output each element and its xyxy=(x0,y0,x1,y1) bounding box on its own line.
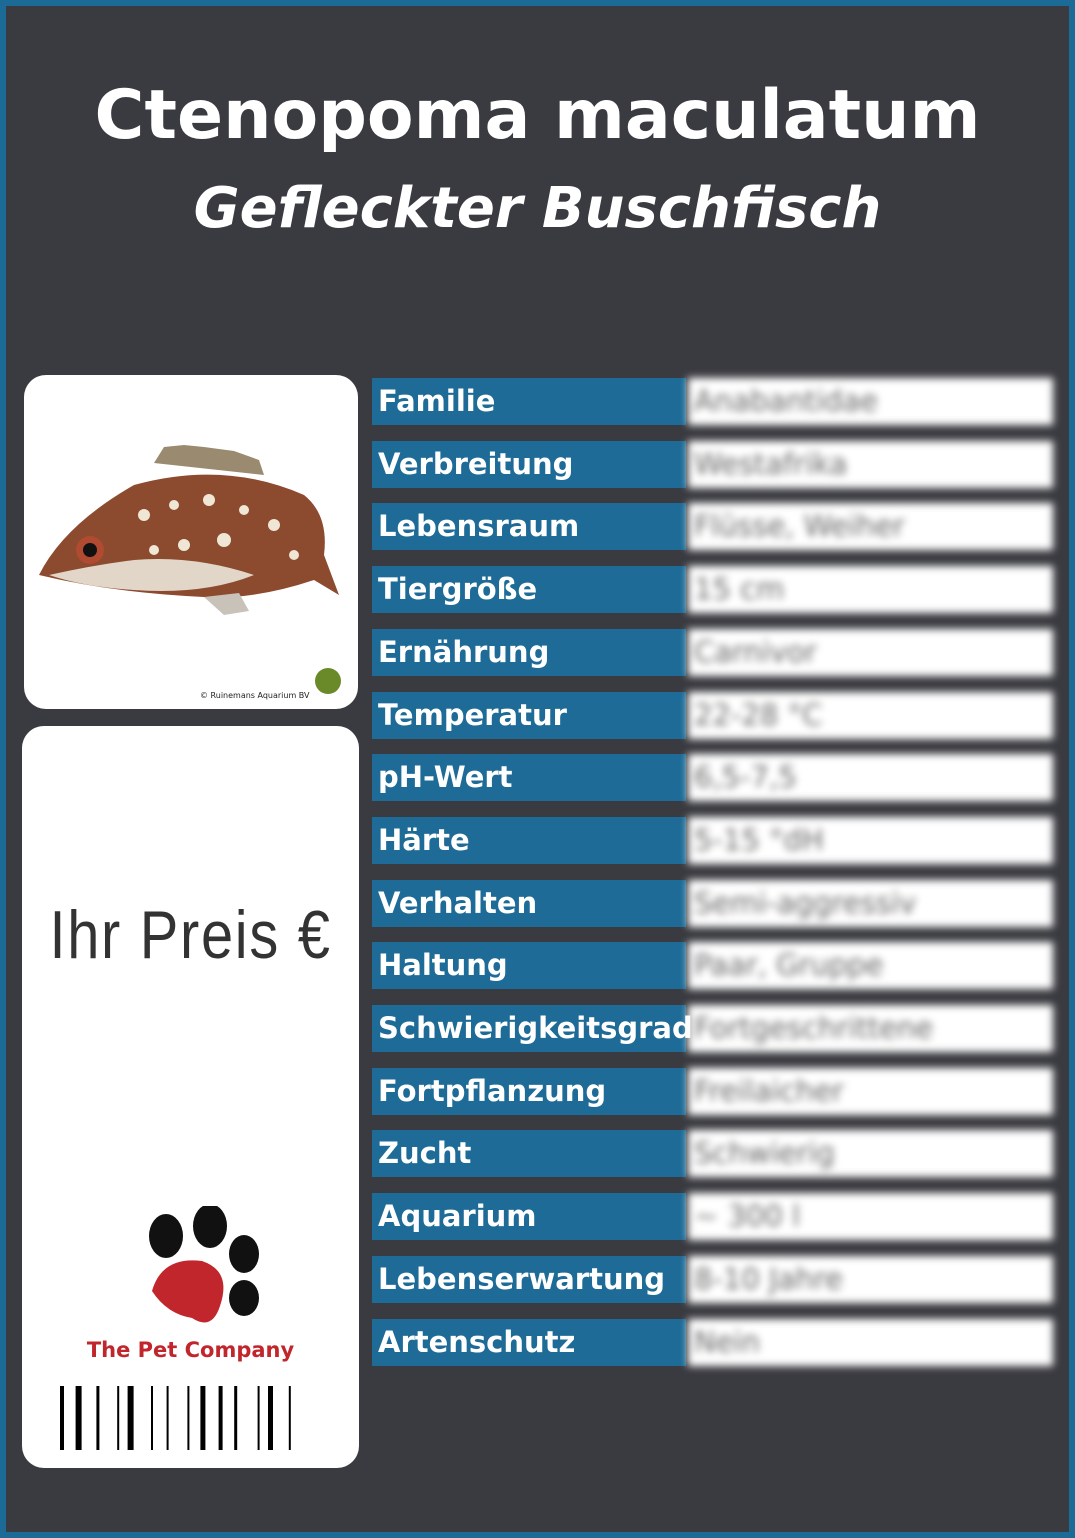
row-label: pH-Wert xyxy=(372,754,686,802)
row-value: 6,5-7,5 xyxy=(688,754,1053,802)
row-value: Westafrika xyxy=(688,440,1053,488)
barcode-bar xyxy=(234,1386,238,1450)
row-label: Tiergröße xyxy=(372,566,686,614)
barcode xyxy=(60,1386,291,1450)
row-value: 22-28 °C xyxy=(688,691,1053,739)
barcode-bar xyxy=(268,1386,273,1450)
row-label: Fortpflanzung xyxy=(372,1067,686,1115)
barcode-bar xyxy=(117,1386,120,1450)
barcode-bar xyxy=(218,1386,223,1450)
table-row: Lebensraum Flüsse, Weiher xyxy=(372,503,1053,551)
image-card: © Ruinemans Aquarium BV xyxy=(24,375,358,709)
price-card: Ihr Preis € The Pet Company xyxy=(22,726,359,1468)
row-label: Lebensraum xyxy=(372,503,686,551)
table-row: Verbreitung Westafrika xyxy=(372,440,1053,488)
row-label: Ernährung xyxy=(372,628,686,676)
row-label: Artenschutz xyxy=(372,1318,686,1366)
price-label: Ihr Preis € xyxy=(49,897,332,973)
row-value: Nein xyxy=(688,1318,1053,1366)
row-label: Härte xyxy=(372,816,686,864)
fish-image xyxy=(39,445,341,694)
subtitle: Gefleckter Buschfisch xyxy=(193,176,882,241)
row-label: Temperatur xyxy=(372,691,686,739)
row-label: Familie xyxy=(372,378,686,425)
table-row: Aquarium ~ 300 l xyxy=(372,1193,1053,1241)
row-label: Aquarium xyxy=(372,1193,686,1241)
row-value: 5-15 °dH xyxy=(688,816,1053,864)
table-row: Familie Anabantidae xyxy=(372,378,1053,425)
row-label: Verbreitung xyxy=(372,440,686,488)
table-row: Artenschutz Nein xyxy=(372,1318,1053,1366)
table-row: Ernährung Carnivor xyxy=(372,628,1053,676)
row-value: Schwierig xyxy=(688,1130,1053,1178)
row-value: Semi-aggressiv xyxy=(688,879,1053,927)
table-row: Lebenserwartung 8-10 Jahre xyxy=(372,1255,1053,1303)
barcode-bar xyxy=(257,1386,260,1450)
barcode-bar xyxy=(166,1386,169,1450)
title: Ctenopoma maculatum xyxy=(94,76,981,155)
row-label: Lebenserwartung xyxy=(372,1255,686,1303)
table-row: Schwierigkeitsgrad Fortgeschrittene xyxy=(372,1005,1053,1052)
table-row: Verhalten Semi-aggressiv xyxy=(372,879,1053,927)
row-label: Verhalten xyxy=(372,879,686,927)
barcode-bar xyxy=(288,1386,291,1450)
image-credit: © Ruinemans Aquarium BV xyxy=(200,691,310,700)
row-value: Paar, Gruppe xyxy=(688,942,1053,990)
row-value: Carnivor xyxy=(688,628,1053,676)
row-label: Haltung xyxy=(372,942,686,990)
row-value: 8-10 Jahre xyxy=(688,1255,1053,1303)
logo-name: The Pet Company xyxy=(86,1338,295,1362)
table-row: Fortpflanzung Freilaicher xyxy=(372,1067,1053,1115)
row-value: Flüsse, Weiher xyxy=(688,503,1053,551)
row-label: Schwierigkeitsgrad xyxy=(372,1005,693,1052)
table-row: Härte 5-15 °dH xyxy=(372,816,1053,864)
row-value: 15 cm xyxy=(688,566,1053,614)
barcode-bar xyxy=(151,1386,153,1450)
row-label: Zucht xyxy=(372,1130,686,1178)
row-value: Anabantidae xyxy=(688,378,1053,425)
row-value: ~ 300 l xyxy=(688,1193,1053,1241)
table-row: Temperatur 22-28 °C xyxy=(372,691,1053,739)
barcode-bar xyxy=(75,1386,82,1450)
paw-logo xyxy=(149,1206,259,1323)
row-value: Fortgeschrittene xyxy=(688,1005,1053,1052)
barcode-bar xyxy=(200,1386,206,1450)
table-row: Zucht Schwierig xyxy=(372,1130,1053,1178)
barcode-bar xyxy=(60,1386,64,1450)
row-value: Freilaicher xyxy=(688,1067,1053,1115)
barcode-bar xyxy=(96,1386,100,1450)
table-row: Tiergröße 15 cm xyxy=(372,566,1053,614)
barcode-bar xyxy=(127,1386,134,1450)
table-row: Haltung Paar, Gruppe xyxy=(372,942,1053,990)
table-row: pH-Wert 6,5-7,5 xyxy=(372,754,1053,802)
barcode-bar xyxy=(187,1386,190,1450)
